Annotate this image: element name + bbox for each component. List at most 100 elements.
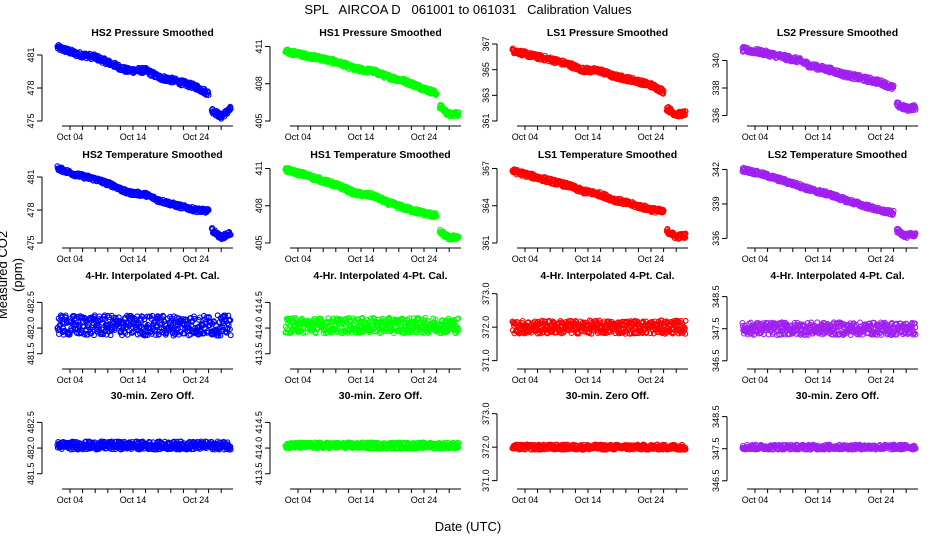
y-tick-label: 365 xyxy=(481,62,491,77)
y-tick-label: 361 xyxy=(481,235,491,250)
x-tick-label: Oct 24 xyxy=(411,254,438,264)
y-tick-label: 340 xyxy=(711,53,721,68)
panel-title: LS1 Temperature Smoothed xyxy=(538,149,677,161)
data-points xyxy=(282,46,462,120)
y-tick-label: 408 xyxy=(254,76,264,91)
panel-title: LS1 Pressure Smoothed xyxy=(547,27,668,39)
y-tick-label: 364 xyxy=(481,198,491,213)
x-tick-label: Oct 04 xyxy=(285,132,312,142)
y-tick-label: 475 xyxy=(26,235,36,250)
data-point xyxy=(455,109,462,116)
panel-title: LS2 Temperature Smoothed xyxy=(768,149,907,161)
y-tick-label: 481 xyxy=(26,47,36,62)
panel-title: HS1 Pressure Smoothed xyxy=(319,27,442,39)
y-tick-label: 482.0 xyxy=(26,317,36,340)
data-point xyxy=(205,92,212,99)
x-tick-label: Oct 14 xyxy=(120,254,147,264)
x-tick-label: Oct 24 xyxy=(638,132,665,142)
panel-6: HS1 Temperature Smoothed 405 408 411 Oct 04 O… xyxy=(254,149,462,264)
y-tick-label: 361 xyxy=(481,113,491,128)
panel-title: HS2 Temperature Smoothed xyxy=(82,149,222,161)
y-tick-label: 408 xyxy=(254,198,264,213)
x-tick-label: Oct 04 xyxy=(742,132,769,142)
data-point xyxy=(681,112,688,119)
y-tick-label: 475 xyxy=(26,113,36,128)
panel-10: 4-Hr. Interpolated 4-Pt. Cal. 413.5 414.0 4… xyxy=(254,270,462,385)
data-point xyxy=(682,108,689,115)
y-tick-label: 405 xyxy=(254,235,264,250)
y-tick-label: 482.5 xyxy=(26,291,36,314)
panel-3: LS1 Pressure Smoothed 361 363 365 367 Oct 04 O… xyxy=(481,27,689,142)
data-point xyxy=(227,106,234,112)
x-tick-label: Oct 24 xyxy=(411,375,438,385)
x-tick-label: Oct 24 xyxy=(638,254,665,264)
panel-title: 4-Hr. Interpolated 4-Pt. Cal. xyxy=(85,270,219,282)
panel-1: HS2 Pressure Smoothed 475 478 481 Oct 04 Oct … xyxy=(26,27,234,142)
panel-9: 4-Hr. Interpolated 4-Pt. Cal. 481.5 482.0 4… xyxy=(26,270,234,385)
x-tick-label: Oct 14 xyxy=(348,254,375,264)
y-tick-label: 336 xyxy=(711,231,721,246)
y-tick-label: 414.5 xyxy=(254,291,264,314)
x-tick-label: Oct 04 xyxy=(57,254,84,264)
x-tick-label: Oct 04 xyxy=(285,254,312,264)
x-tick-label: Oct 04 xyxy=(285,375,312,385)
data-point xyxy=(660,87,667,94)
x-tick-label: Oct 14 xyxy=(805,254,832,264)
data-point xyxy=(890,82,897,89)
y-tick-label: 481.5 xyxy=(26,342,36,365)
y-tick-label: 363 xyxy=(481,88,491,103)
panel-title: LS2 Pressure Smoothed xyxy=(777,27,898,39)
panel-title: 4-Hr. Interpolated 4-Pt. Cal. xyxy=(313,270,447,282)
data-points xyxy=(509,317,689,337)
panel-5: HS2 Temperature Smoothed 475 478 481 Oct 04 O… xyxy=(26,149,234,264)
x-tick-label: Oct 24 xyxy=(868,254,895,264)
y-tick-label: 478 xyxy=(26,202,36,217)
x-tick-label: Oct 04 xyxy=(57,132,84,142)
data-points xyxy=(282,165,462,243)
panel-11: 4-Hr. Interpolated 4-Pt. Cal.371.0372.03… xyxy=(481,270,689,385)
x-tick-label: Oct 04 xyxy=(512,375,539,385)
data-points xyxy=(739,164,919,241)
x-tick-label: Oct 04 xyxy=(512,254,539,264)
panel-4: LS2 Pressure Smoothed 336 338 340 Oct 04 Oct … xyxy=(711,27,919,142)
y-tick-label: 336 xyxy=(711,108,721,123)
figure-title: SPL AIRCOA D 061001 to 061031 Calibratio… xyxy=(304,2,632,17)
x-axis-label: Date (UTC) xyxy=(434,519,502,534)
data-point xyxy=(205,89,212,96)
y-tick-label: 414.0 xyxy=(254,317,264,340)
x-tick-label: Oct 14 xyxy=(575,132,602,142)
data-points xyxy=(739,44,919,114)
x-tick-label: Oct 14 xyxy=(348,375,375,385)
panel-title: HS2 Pressure Smoothed xyxy=(91,27,214,39)
data-points xyxy=(54,163,234,243)
y-tick-label: 373.0 xyxy=(481,282,491,305)
x-tick-label: Oct 14 xyxy=(348,132,375,142)
data-points xyxy=(282,314,462,337)
x-tick-label: Oct 14 xyxy=(805,132,832,142)
y-tick-label: 478 xyxy=(26,80,36,95)
y-tick-label: 481 xyxy=(26,169,36,184)
y-tick-label: 367 xyxy=(481,36,491,51)
x-tick-label: Oct 04 xyxy=(512,132,539,142)
data-points xyxy=(509,45,689,120)
y-tick-label: 413.5 xyxy=(254,342,264,365)
x-tick-label: Oct 24 xyxy=(411,132,438,142)
x-tick-label: Oct 14 xyxy=(575,375,602,385)
y-tick-label: 371.0 xyxy=(481,349,491,372)
y-tick-label: 338 xyxy=(711,80,721,95)
x-tick-label: Oct 14 xyxy=(575,254,602,264)
y-tick-label: 411 xyxy=(254,161,264,175)
data-points xyxy=(509,166,689,242)
y-tick-label: 342 xyxy=(711,162,721,177)
data-point xyxy=(889,86,895,92)
x-tick-label: Oct 14 xyxy=(120,132,147,142)
data-point xyxy=(912,106,919,113)
data-points xyxy=(54,42,234,122)
data-points xyxy=(54,312,234,339)
x-tick-label: Oct 24 xyxy=(183,375,210,385)
y-tick-label: 339 xyxy=(711,196,721,211)
x-tick-label: Oct 24 xyxy=(638,375,665,385)
panel-title: HS1 Temperature Smoothed xyxy=(310,149,450,161)
